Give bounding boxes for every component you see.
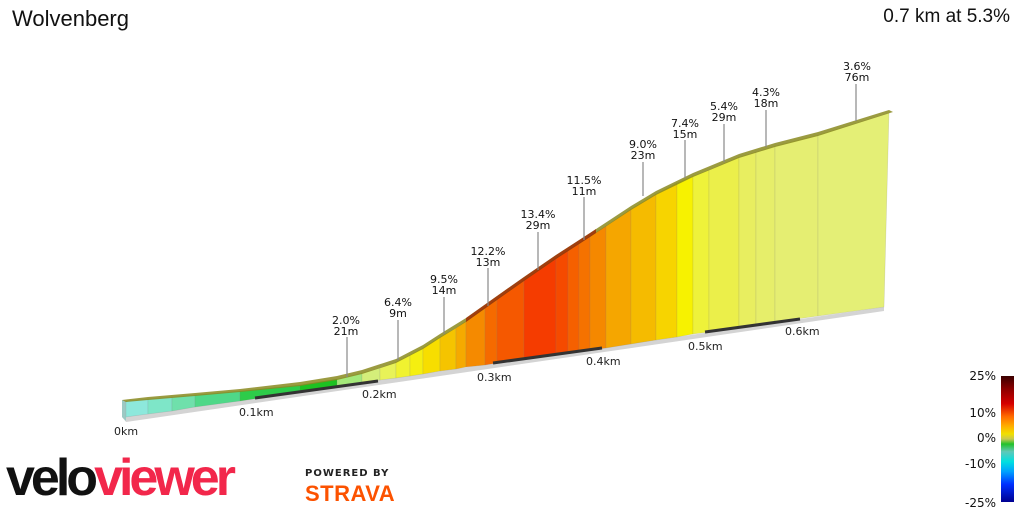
- segment-length: 11m: [572, 185, 597, 198]
- annotation-lines: [346, 84, 857, 377]
- segment-gradient: 9.5%: [430, 273, 458, 286]
- segment-length: 13m: [476, 256, 501, 269]
- legend-tick: 25%: [969, 369, 996, 383]
- legend-tick: -25%: [964, 496, 996, 510]
- x-tick: 0km: [114, 425, 138, 438]
- profile-left-face: [122, 400, 126, 421]
- segment-length: 9m: [389, 307, 407, 320]
- segment-gradient: 3.6%: [843, 60, 871, 73]
- logo-viewer: viewer: [94, 449, 236, 507]
- segment-length: 21m: [334, 325, 359, 338]
- x-axis-ticks: 0km 0.1km 0.2km 0.3km 0.4km 0.5km 0.6km: [114, 325, 820, 438]
- x-tick: 0.1km: [239, 406, 274, 419]
- segment-length: 15m: [673, 128, 698, 141]
- annotation-labels: 2.0% 21m 6.4% 9m 9.5% 14m 12.2% 13m 13.4…: [332, 60, 871, 338]
- segment-length: 29m: [712, 111, 737, 124]
- segment-gradient: 9.0%: [629, 138, 657, 151]
- segment-gradient: 13.4%: [521, 208, 556, 221]
- segment-gradient: 12.2%: [471, 245, 506, 258]
- segment-length: 76m: [845, 71, 870, 84]
- gradient-color-scale: [1001, 376, 1014, 502]
- segment-gradient: 4.3%: [752, 86, 780, 99]
- segment-gradient: 5.4%: [710, 100, 738, 113]
- segment-title: Wolvenberg: [12, 6, 129, 31]
- segment-length: 23m: [631, 149, 656, 162]
- segment-length: 14m: [432, 284, 457, 297]
- logo-velo: velo: [6, 449, 98, 507]
- gradient-legend: 25% 10% 0% -10% -25%: [960, 368, 1024, 512]
- x-tick: 0.3km: [477, 371, 512, 384]
- segment-gradient: 7.4%: [671, 117, 699, 130]
- x-tick: 0.2km: [362, 388, 397, 401]
- segment-gradient: 2.0%: [332, 314, 360, 327]
- segment-gradient: 11.5%: [567, 174, 602, 187]
- profile-base-edge: [122, 307, 884, 422]
- segment-gradient: 6.4%: [384, 296, 412, 309]
- strava-logo: STRAVA: [305, 481, 396, 506]
- legend-tick: 0%: [976, 431, 996, 445]
- legend-tick: -10%: [964, 457, 996, 471]
- x-tick: 0.6km: [785, 325, 820, 338]
- distance-bars: [254, 317, 801, 400]
- legend-tick: 10%: [969, 406, 996, 420]
- x-tick: 0.5km: [688, 340, 723, 353]
- segment-length: 29m: [526, 219, 551, 232]
- segment-length: 18m: [754, 97, 779, 110]
- segment-summary: 0.7 km at 5.3%: [883, 6, 1010, 27]
- x-tick: 0.4km: [586, 355, 621, 368]
- veloviewer-logo: veloviewer: [6, 449, 236, 507]
- powered-by-label: POWERED BY: [305, 468, 390, 479]
